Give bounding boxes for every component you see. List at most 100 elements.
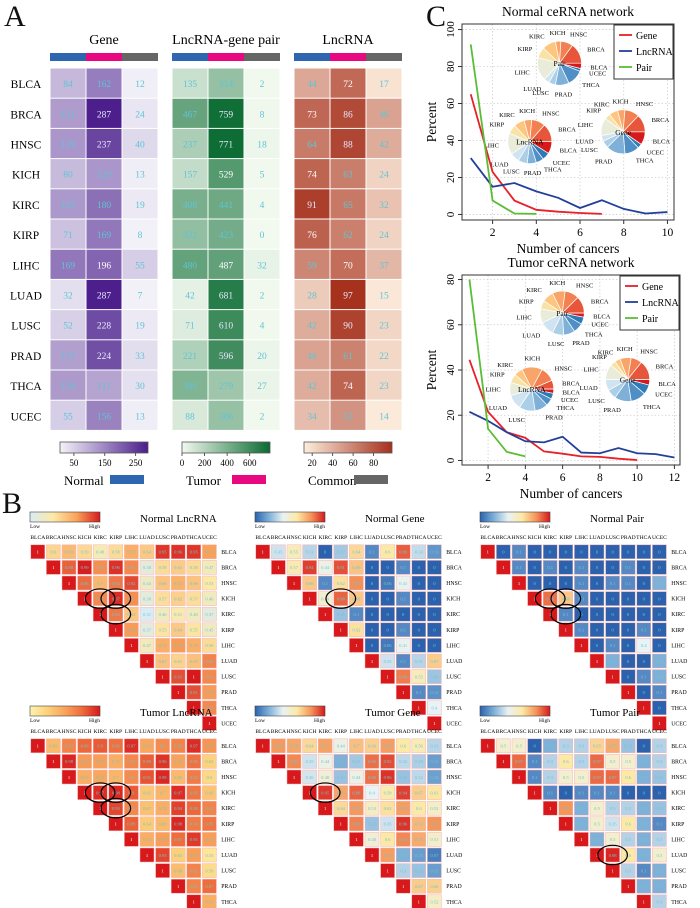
matrix-cell (605, 669, 620, 684)
matrix-cell (77, 769, 92, 785)
heatmap-cell (122, 249, 158, 279)
cell-value: 0 (371, 581, 374, 586)
series-line-lncrna (470, 157, 668, 215)
row-label: KIRC (446, 806, 460, 812)
column-label: LUSC (605, 535, 620, 541)
matrix-cell (527, 560, 542, 575)
x-tick-label: 2 (485, 472, 491, 484)
matrix-cell (620, 606, 636, 622)
cell-value: 0 (371, 612, 374, 617)
matrix-cell (77, 560, 92, 575)
cell-value: 2 (260, 412, 265, 422)
matrix-cell (139, 847, 155, 863)
cell-value: 0.96 (159, 759, 168, 764)
matrix-cell (620, 769, 636, 785)
matrix-cell (542, 575, 558, 591)
cell-value: 111 (97, 382, 111, 392)
cell-value: 0.58 (205, 643, 214, 648)
matrix-cell (652, 816, 667, 832)
row-label-brca: BRCA (10, 109, 42, 121)
cell-value: 0.68 (174, 868, 183, 873)
cell-value: 0.6 (625, 775, 631, 780)
cell-value: 0.06 (384, 643, 393, 648)
cell-value: 0 (658, 596, 661, 601)
matrix-cell (574, 754, 589, 769)
chart-title: Tumor ceRNA network (508, 255, 635, 270)
cell-value: 0.67 (415, 790, 424, 795)
matrix-cell (411, 606, 427, 622)
cell-value: 0 (627, 550, 630, 555)
column-label: UCEC (202, 535, 217, 541)
matrix-cell (652, 800, 667, 816)
matrix-cell (186, 653, 202, 669)
row-label: LUAD (671, 659, 687, 665)
heatmap-cell (294, 98, 330, 128)
cell-value: 0 (658, 790, 661, 795)
cell-value: 0.44 (143, 581, 152, 586)
column-label: PRAD (621, 535, 636, 541)
heatmap-cell (122, 68, 158, 98)
matrix-cell (155, 863, 170, 878)
cell-value: 180 (97, 201, 112, 211)
matrix-cell (380, 606, 395, 622)
heatmap-cell (294, 370, 330, 400)
column-label: UCEC (652, 535, 667, 541)
matrix-cell (202, 638, 217, 653)
cell-value: 0.3 (579, 744, 585, 749)
heatmap-cell (244, 98, 280, 128)
cell-value: 0 (580, 550, 583, 555)
matrix-cell (427, 560, 442, 575)
cell-value: 0.8 (129, 596, 135, 601)
matrix-cell (349, 544, 364, 560)
group-color-bar-common (244, 53, 280, 61)
column-label: LIHC (125, 535, 138, 541)
matrix-cell (589, 653, 605, 669)
cell-value: 0.67 (430, 659, 439, 664)
matrix-cell (186, 669, 202, 684)
cell-value: 0.1 (625, 565, 631, 570)
cell-value: 72 (343, 80, 353, 90)
matrix-cell (380, 847, 395, 863)
pie-chart-lncrna: BLCAUCECTHCAPRADLUSCLUADLIHCKIRPKIRCKICH… (484, 108, 577, 177)
matrix-cell (364, 816, 380, 832)
colorbar-legend (479, 705, 551, 717)
row-label: KIRP (446, 822, 459, 828)
heatmap-cell (86, 310, 122, 340)
pie-slice-label: BRCA (587, 47, 605, 54)
cell-value: 0.91 (190, 690, 199, 695)
matrix-cell (395, 669, 411, 684)
cell-value: 74 (307, 171, 317, 181)
matrix-cell (411, 638, 427, 653)
row-label: BLCA (671, 744, 687, 750)
matrix-cell (620, 591, 636, 606)
matrix-cell (395, 606, 411, 622)
cell-value: 1 (402, 884, 405, 889)
matrix-cell (302, 738, 317, 754)
cell-value: 0.38 (143, 565, 152, 570)
matrix-cell (46, 738, 61, 754)
cell-value: 121 (61, 110, 76, 120)
cell-value: 1 (386, 674, 389, 679)
matrix-cell (364, 800, 380, 816)
cell-value: 1 (402, 690, 405, 695)
pie-slice (529, 124, 553, 142)
heatmap-cell (172, 68, 208, 98)
cell-value: 0.53 (368, 806, 377, 811)
row-label: PRAD (446, 690, 461, 696)
row-label: KIRC (671, 806, 685, 812)
matrix-cell (542, 591, 558, 606)
pie-slice-label: UCEC (561, 397, 578, 404)
cell-value: 0 (565, 581, 568, 586)
cell-value: 0 (627, 596, 630, 601)
cell-value: 46 (379, 110, 389, 120)
heatmap-cell (172, 159, 208, 189)
row-label: KICH (446, 597, 461, 603)
matrix-cell (186, 544, 202, 560)
cell-value: 0.87 (593, 759, 602, 764)
column-label: KICH (528, 729, 542, 735)
pie-slice-label: LUSC (508, 417, 525, 424)
cell-value: 19 (135, 322, 145, 332)
cell-value: 0.72 (143, 837, 152, 842)
cell-value: 0.82 (190, 868, 199, 873)
column-label: LUSC (155, 535, 170, 541)
